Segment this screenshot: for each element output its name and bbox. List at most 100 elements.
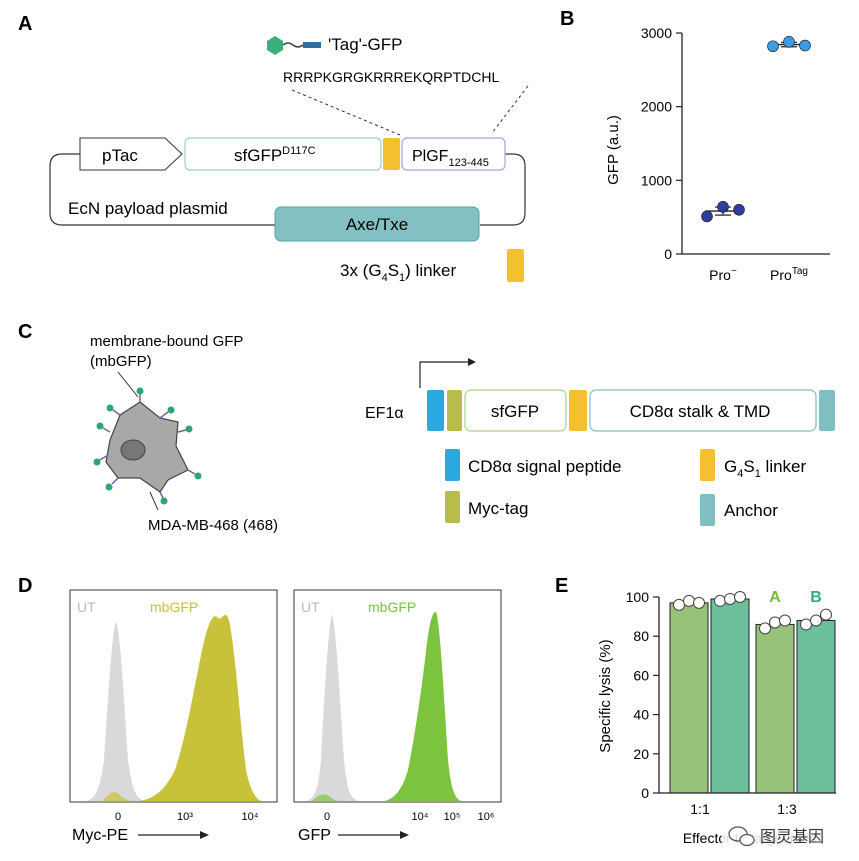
cd8-stalk-label: CD8α stalk & TMD	[630, 402, 771, 421]
e-bar	[755, 623, 795, 794]
cell-pointer	[149, 491, 159, 511]
legend-anchor-label: Anchor	[724, 501, 778, 520]
d-left-histogram: UT mbGFP 0 10³ 10⁴ Myc-PE	[69, 589, 278, 844]
ef1a-arrow-line	[419, 361, 468, 388]
peptide-sequence: RRRPKGRGKRRREKQRPTDCHL	[283, 69, 499, 85]
e-data-point	[683, 594, 695, 607]
b-ytick-label: 2000	[641, 99, 672, 115]
d-right-arrowhead-icon	[400, 831, 409, 839]
e-bar	[710, 598, 750, 794]
legend-linker-swatch	[700, 449, 715, 481]
axe-txe-box	[274, 206, 480, 242]
e-ytick-label: 40	[633, 707, 649, 723]
signal-peptide-block	[427, 390, 444, 431]
legend-anchor-swatch	[700, 494, 715, 526]
e-ytick-label: 20	[633, 746, 649, 762]
plasmid-backbone-left	[49, 153, 275, 226]
sfgfp-d117c-box	[184, 137, 382, 171]
e-series-b-label: B	[810, 589, 822, 606]
panel-b-chart: GFP (a.u.) 0 1000 2000 3000 Pro− ProTag	[605, 25, 830, 283]
linker-block-a	[383, 138, 400, 170]
b-xtick-pro-tag: ProTag	[770, 266, 808, 283]
e-bar	[796, 620, 836, 794]
tag-chain-icon	[282, 42, 304, 48]
d-left-mbgfp-label: mbGFP	[150, 599, 198, 615]
ptac-label: pTac	[102, 146, 138, 165]
panel-d-letter: D	[18, 575, 32, 597]
d-right-tick-0: 0	[324, 811, 330, 823]
d-right-mbgfp-peak	[385, 611, 462, 801]
b-xtick-pro-minus: Pro−	[709, 266, 737, 283]
e-bar	[669, 602, 709, 794]
e-ytick-label: 100	[626, 589, 650, 605]
plgf-box	[401, 137, 506, 171]
d-right-tick-3: 10⁶	[478, 811, 495, 823]
b-data-point	[799, 39, 811, 52]
mbgfp-label-line2: (mbGFP)	[90, 353, 152, 370]
e-ytick-label: 0	[641, 785, 649, 801]
b-data-point	[783, 36, 795, 48]
legend-myc-label: Myc-tag	[468, 499, 528, 518]
b-data-point	[701, 210, 713, 223]
e-data-point	[820, 608, 832, 621]
d-left-ut-peak	[85, 622, 146, 801]
d-left-tick-1: 10³	[177, 811, 193, 823]
e-data-point	[759, 622, 771, 635]
ef1a-arrowhead-icon	[468, 358, 476, 366]
b-data-point	[733, 204, 745, 216]
plasmid-backbone-right	[480, 153, 526, 226]
cell-line-label: MDA-MB-468 (468)	[148, 517, 278, 534]
d-left-ut-label: UT	[77, 599, 96, 615]
d-right-mbgfp-minor	[312, 794, 340, 801]
e-xtick-1-1: 1:1	[690, 801, 710, 817]
watermark-text: 图灵基因	[760, 828, 824, 846]
d-right-ut-peak	[305, 614, 360, 801]
mbgfp-pointer	[117, 371, 139, 398]
e-y-label: Specific lysis (%)	[597, 639, 614, 752]
wechat-icon	[728, 826, 755, 847]
e-data-point	[779, 614, 791, 627]
d-right-ut-label: UT	[301, 599, 320, 615]
e-ytick-label: 60	[633, 667, 649, 683]
d-left-xlabel: Myc-PE	[72, 827, 128, 844]
e-data-point	[673, 598, 685, 611]
seq-connector-left	[291, 89, 401, 136]
ef1a-label: EF1α	[365, 405, 404, 422]
mbgfp-stalks	[99, 394, 196, 499]
plgf-label: PlGF123-445	[412, 148, 489, 169]
b-ytick-label: 1000	[641, 172, 672, 188]
d-left-tick-2: 10⁴	[242, 811, 259, 823]
sfgfp-box-c	[464, 389, 567, 432]
plasmid-label: EcN payload plasmid	[68, 199, 228, 218]
e-data-point	[724, 592, 736, 605]
panel-e-letter: E	[555, 575, 568, 597]
anchor-block	[819, 390, 835, 431]
mbgfp-label-line1: membrane-bound GFP	[90, 333, 243, 350]
d-right-xlabel: GFP	[298, 827, 331, 844]
b-data-point	[767, 40, 779, 53]
b-data-point	[717, 201, 729, 213]
e-data-point	[734, 591, 746, 603]
e-xtick-1-3: 1:3	[777, 801, 797, 817]
cd8-stalk-box	[589, 389, 817, 432]
b-ytick-label: 0	[664, 246, 672, 262]
linker-legend-label: 3x (G4S1) linker	[340, 261, 457, 284]
legend-signal-label: CD8α signal peptide	[468, 457, 621, 476]
cell-illustration	[93, 387, 202, 505]
linker-legend-swatch	[507, 249, 524, 282]
d-left-arrowhead-icon	[200, 831, 209, 839]
d-left-mbgfp-peak	[140, 615, 262, 801]
d-right-tick-2: 10⁵	[444, 811, 461, 823]
tag-hexagon-icon	[267, 36, 283, 55]
watermark-bg	[722, 818, 852, 854]
b-y-label: GFP (a.u.)	[605, 115, 622, 185]
panel-c-letter: C	[18, 321, 32, 343]
axe-txe-label: Axe/Txe	[346, 215, 408, 234]
legend-myc-swatch	[445, 491, 460, 523]
legend-linker-label: G4S1 linker	[724, 457, 807, 480]
e-data-point	[800, 618, 812, 631]
d-right-mbgfp-label: mbGFP	[368, 599, 416, 615]
mbgfp-dots	[93, 387, 202, 505]
tag-gfp-label: 'Tag'-GFP	[328, 35, 403, 54]
